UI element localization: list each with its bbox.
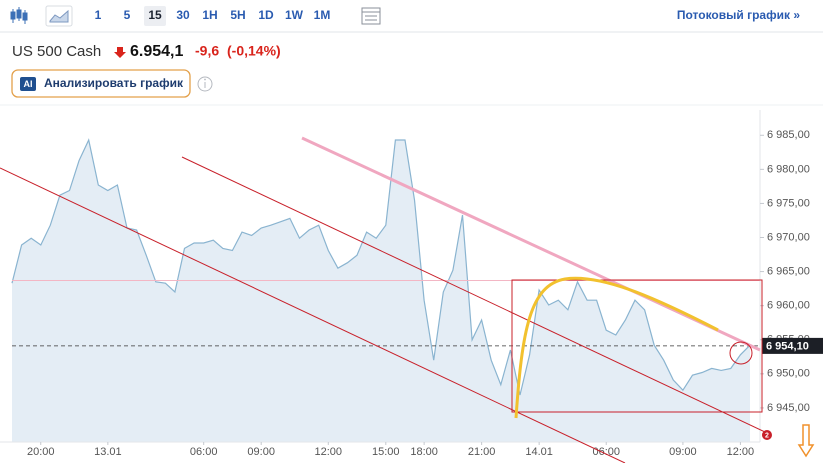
badge-bg (762, 430, 772, 440)
x-tick-label: 18:00 (410, 446, 438, 458)
interval-button[interactable]: 1M (314, 8, 331, 22)
price: 6.954,1 (130, 43, 183, 60)
channel-line (181, 156, 766, 433)
interval-group: 1 5 15 30 1H 5H 1D 1W 1M (95, 8, 331, 22)
interval-button[interactable]: 5H (230, 8, 245, 22)
table-icon[interactable] (361, 7, 381, 25)
area-fill (12, 140, 750, 442)
x-tick-label: 15:00 (372, 446, 400, 458)
y-tick-label: 6 985,00 (767, 129, 810, 141)
candle-icon[interactable] (10, 7, 28, 24)
analyze-button[interactable] (11, 69, 191, 98)
interval-button[interactable]: 30 (176, 8, 190, 22)
ai-badge-bg (20, 77, 36, 91)
interval-button[interactable]: 1W (285, 8, 304, 22)
y-tick-label: 6 965,00 (767, 265, 810, 277)
x-tick-label: 21:00 (468, 446, 496, 458)
selected-interval-bg (144, 6, 166, 26)
trend-line (301, 136, 761, 352)
interval-button[interactable]: 5 (124, 8, 131, 22)
ai-badge: AI (24, 79, 33, 89)
x-tick-label: 14.01 (525, 446, 553, 458)
marker-circle (729, 341, 753, 365)
x-tick-label: 06:00 (190, 446, 218, 458)
y-tick-label: 6 970,00 (767, 231, 810, 243)
highlight-box (511, 279, 763, 413)
interval-button[interactable]: 15 (148, 8, 162, 22)
y-tick-label: 6 960,00 (767, 300, 810, 312)
price-change-percent: (-0,14%) (227, 43, 281, 59)
y-tick-label: 6 950,00 (767, 368, 810, 380)
user-drawings: 2 (0, 136, 815, 463)
stream-link[interactable]: Потоковый график » (677, 8, 800, 22)
x-tick-label: 09:00 (669, 446, 697, 458)
toolbar-bg (0, 0, 823, 32)
instrument-name: US 500 Cash (12, 43, 101, 60)
area-icon[interactable] (49, 9, 69, 23)
price-line (11, 138, 751, 396)
price-change: -9,6 (195, 43, 219, 59)
area-icon-frame[interactable] (45, 5, 73, 27)
x-tick-label: 20:00 (27, 446, 55, 458)
x-tick-label: 09:00 (247, 446, 275, 458)
current-price-label: 6 954,10 (766, 340, 809, 352)
analyze-button-label[interactable]: Анализировать график (44, 76, 184, 90)
channel-line (0, 167, 626, 463)
y-tick-label: 6 975,00 (767, 197, 810, 209)
down-arrow (114, 47, 126, 58)
down-arrow-drawing (797, 424, 815, 458)
info-icon-dot (204, 78, 206, 81)
toolbar: 1 5 15 30 1H 5H 1D 1W 1M Потоковый график » (0, 0, 823, 33)
x-tick-label: 13.01 (94, 446, 122, 458)
current-price-box (762, 337, 823, 354)
curve-drawing (514, 276, 719, 419)
plot: Investing.com6 945,006 950,006 955,006 9… (0, 110, 823, 458)
info-icon[interactable] (197, 76, 213, 92)
x-tick-label: 06:00 (592, 446, 620, 458)
y-tick-label: 6 980,00 (767, 163, 810, 175)
interval-button[interactable]: 1H (202, 8, 217, 22)
y-tick-label: 6 945,00 (767, 402, 810, 414)
interval-button[interactable]: 1D (258, 8, 274, 22)
x-tick-label: 12:00 (727, 446, 755, 458)
x-tick-label: 12:00 (315, 446, 343, 458)
interval-button[interactable]: 1 (95, 8, 102, 22)
badge: 2 (765, 432, 769, 439)
